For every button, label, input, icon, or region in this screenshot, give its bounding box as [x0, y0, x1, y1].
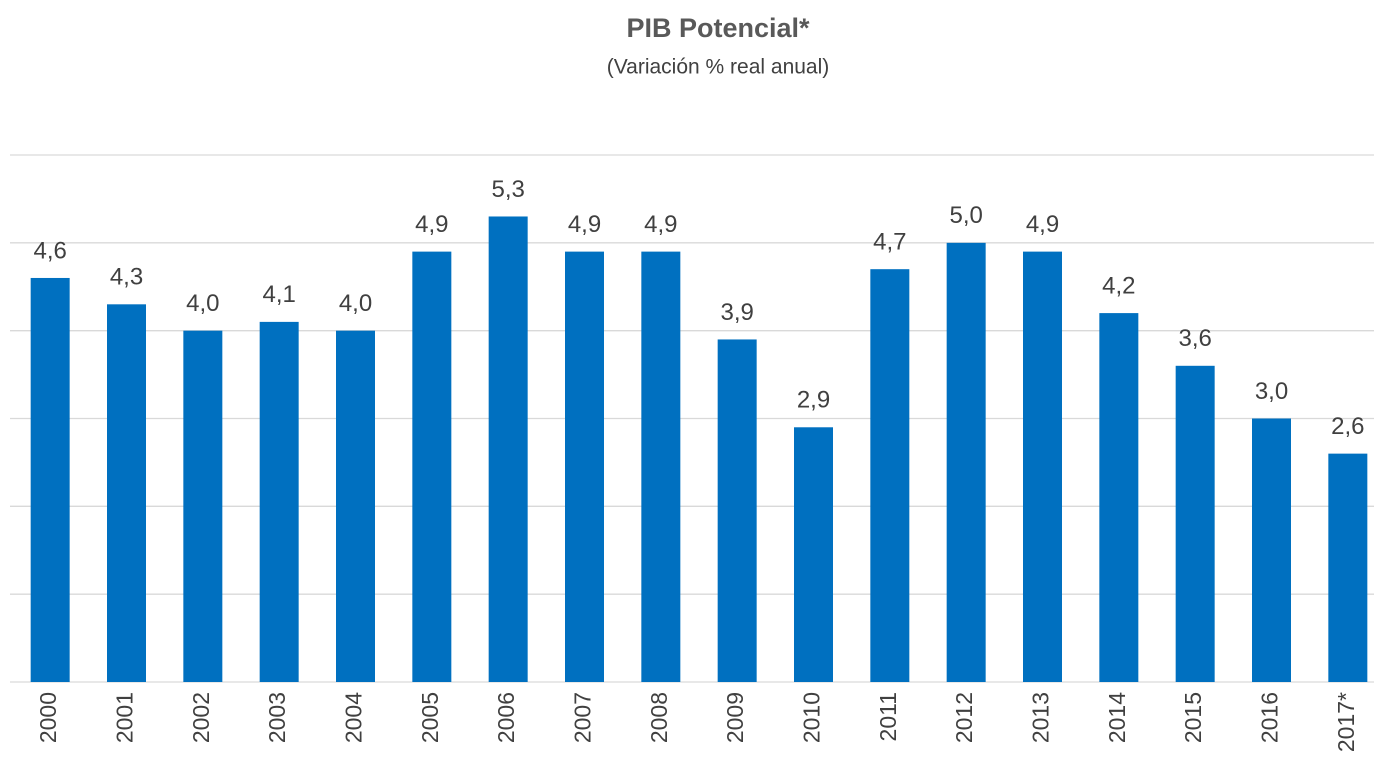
x-tick-label: 2003: [264, 692, 290, 743]
value-label: 4,2: [1102, 272, 1135, 299]
value-label: 4,3: [110, 264, 143, 291]
bar: [1328, 453, 1368, 682]
x-tick-label: 2004: [341, 692, 367, 743]
value-label: 4,9: [415, 211, 448, 238]
x-tick-label: 2011: [875, 692, 901, 741]
value-label: 4,0: [186, 290, 219, 317]
bar: [870, 269, 910, 682]
chart-subtitle: (Variación % real anual): [607, 56, 830, 79]
value-label: 3,6: [1178, 325, 1211, 352]
value-label: 5,3: [491, 176, 524, 203]
bar: [1099, 313, 1139, 682]
value-label: 4,0: [339, 290, 372, 317]
bar: [1252, 418, 1291, 682]
x-tick-label: 2005: [417, 692, 443, 743]
value-label: 4,1: [262, 281, 295, 308]
value-label: 4,9: [1026, 211, 1059, 238]
x-tick-label: 2017*: [1333, 692, 1359, 752]
x-tick-label: 2001: [112, 692, 138, 743]
value-label: 4,7: [873, 229, 906, 256]
x-tick-label: 2010: [799, 692, 825, 743]
x-tick-label: 2012: [951, 692, 977, 743]
value-label: 2,9: [797, 387, 830, 414]
x-tick-label: 2008: [646, 692, 672, 743]
x-tick-label: 2007: [570, 692, 596, 743]
x-tick-label: 2006: [493, 692, 519, 743]
x-tick-label: 2014: [1104, 692, 1130, 743]
bar: [794, 427, 833, 682]
bar: [183, 330, 223, 682]
bar: [336, 330, 375, 682]
x-tick-label: 2000: [35, 692, 61, 743]
x-tick-label: 2002: [188, 692, 214, 743]
value-label: 5,0: [949, 202, 982, 229]
x-tick-label: 2016: [1257, 692, 1283, 743]
bar: [412, 251, 452, 682]
value-label: 3,9: [720, 299, 753, 326]
bar: [1023, 251, 1062, 682]
value-label: 3,0: [1255, 378, 1288, 405]
bar: [565, 251, 604, 682]
x-tick-label: 2013: [1028, 692, 1054, 743]
bar: [259, 321, 299, 682]
x-tick-label: 2015: [1180, 692, 1206, 743]
x-tick-label: 2009: [722, 692, 748, 743]
value-label: 4,9: [644, 211, 677, 238]
chart-title: PIB Potencial*: [626, 13, 810, 43]
bar: [946, 242, 986, 683]
bar: [1175, 365, 1215, 682]
bar: [30, 277, 70, 682]
value-label: 4,9: [568, 211, 601, 238]
bar: [488, 216, 528, 682]
value-label: 4,6: [33, 237, 66, 264]
bar: [107, 304, 146, 682]
value-label: 2,6: [1331, 413, 1364, 440]
bar: [641, 251, 681, 682]
bar: [717, 339, 757, 682]
